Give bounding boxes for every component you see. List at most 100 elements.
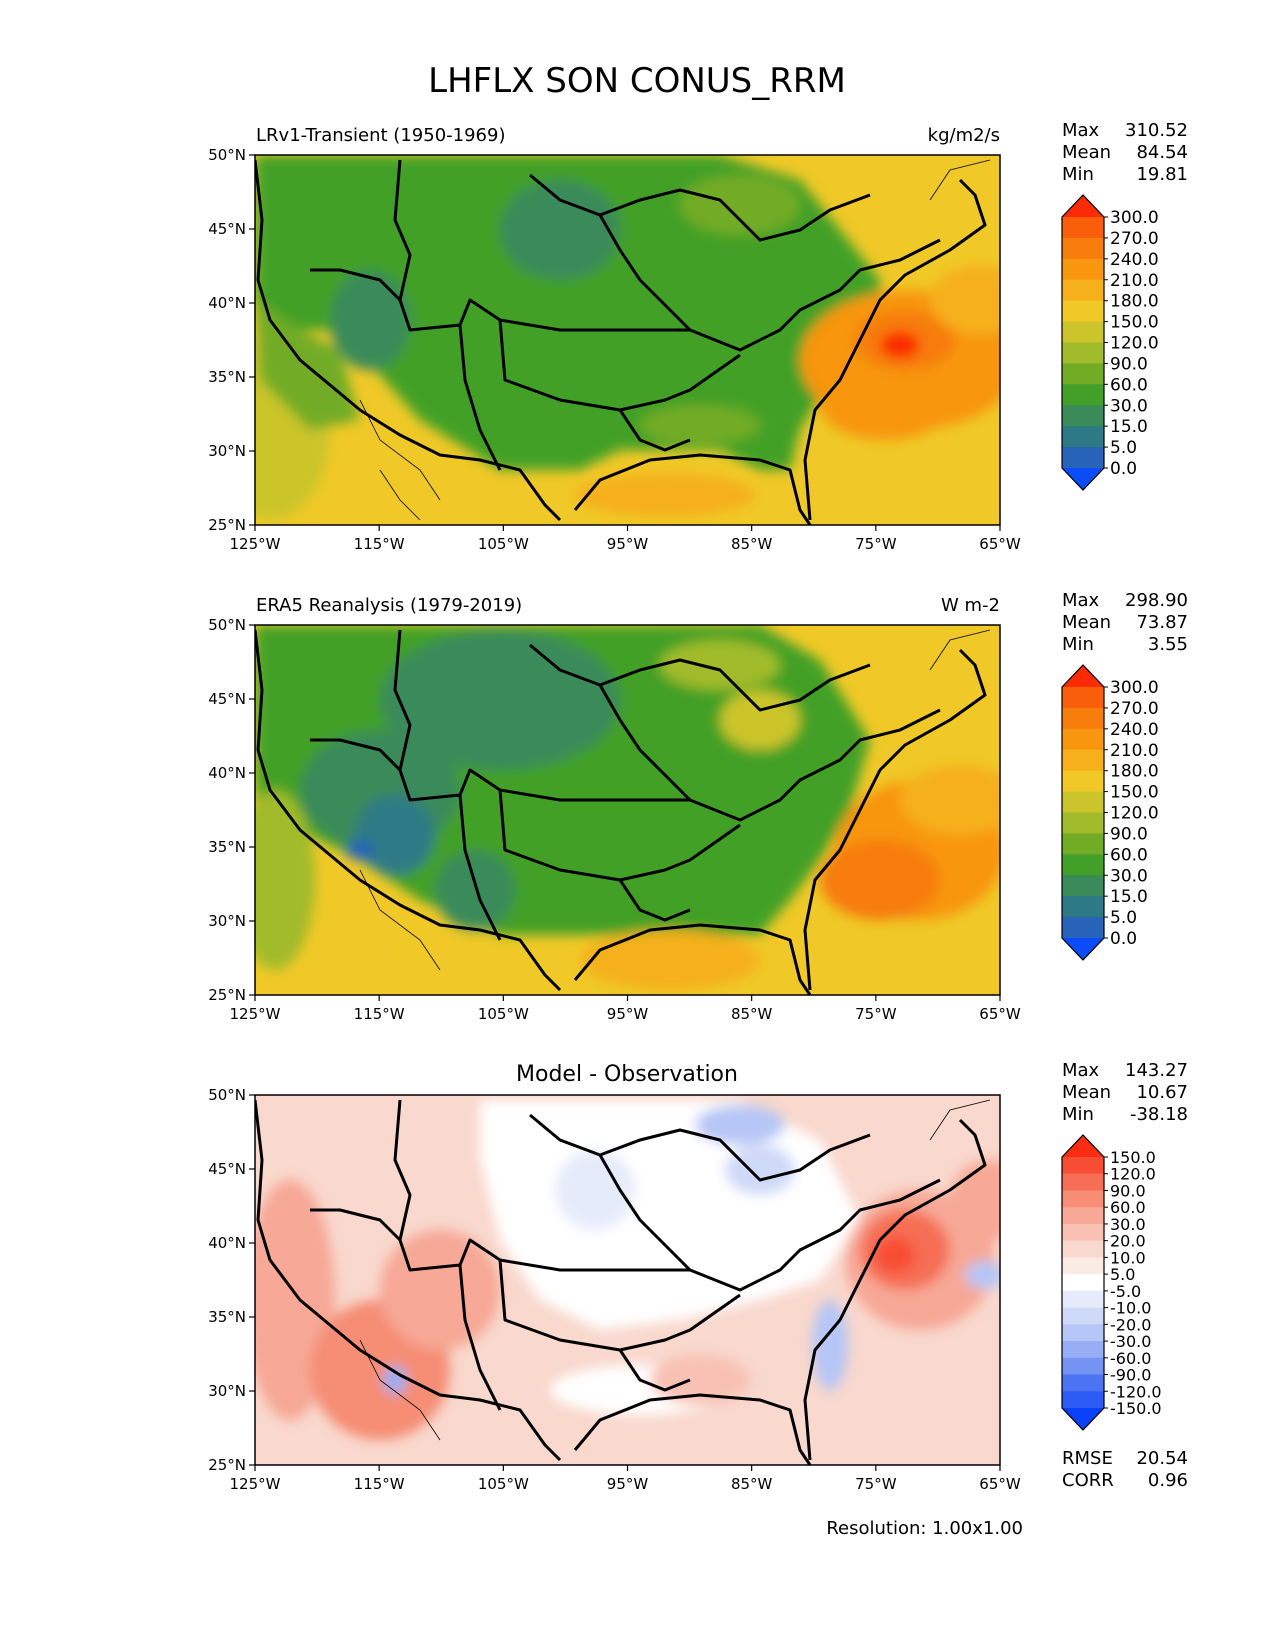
stat-label: Min [1062, 164, 1094, 185]
stat-value: -38.18 [1130, 1104, 1188, 1125]
colorbar-label: 5.0 [1110, 908, 1137, 928]
lat-tick-label: 35°N [208, 368, 246, 386]
lon-tick-label: 65°W [979, 535, 1021, 553]
stat-label: Mean [1062, 612, 1111, 633]
lat-tick-label: 45°N [208, 690, 246, 708]
stat-value: 84.54 [1136, 142, 1188, 163]
lon-tick-label: 125°W [230, 535, 281, 553]
lat-tick-label: 45°N [208, 220, 246, 238]
colorbar-segment [1062, 687, 1104, 709]
panel-left-title: ERA5 Reanalysis (1979-2019) [256, 595, 522, 616]
colorbar-label: 5.0 [1110, 1265, 1135, 1284]
stat-label: Max [1062, 120, 1100, 141]
lon-tick-label: 105°W [478, 535, 529, 553]
extra-stat-label: CORR [1062, 1470, 1114, 1491]
extra-stat-value: 20.54 [1136, 1448, 1188, 1469]
colorbar-segment [1062, 1274, 1104, 1292]
colorbar-label: 60.0 [1110, 375, 1148, 395]
colorbar-label: 270.0 [1110, 229, 1159, 249]
sidebar-model: Max 310.52 Mean 84.54 Min 19.81 300.0270.0240.… [1061, 120, 1188, 491]
lon-tick-label: 95°W [607, 1475, 649, 1493]
colorbar-extend-min [1062, 938, 1104, 960]
lon-tick-label: 85°W [731, 1475, 773, 1493]
colorbar-label: 300.0 [1110, 678, 1159, 698]
lon-tick-label: 75°W [855, 1475, 897, 1493]
colorbar-label: 60.0 [1110, 845, 1148, 865]
colorbar-extend-min [1062, 1408, 1104, 1430]
lon-tick-label: 85°W [731, 1005, 773, 1023]
lon-tick-label: 75°W [855, 535, 897, 553]
colorbar-segment [1062, 237, 1104, 260]
colorbar-label: 0.0 [1110, 459, 1137, 479]
colorbar-label: 90.0 [1110, 354, 1148, 374]
lat-tick-label: 35°N [208, 838, 246, 856]
lat-tick-label: 25°N [208, 986, 246, 1004]
extra-stat-value: 0.96 [1148, 1470, 1188, 1491]
panel-units: kg/m2/s [928, 125, 1000, 146]
stat-label: Max [1062, 1060, 1100, 1081]
colorbar-segment [1062, 1341, 1104, 1359]
colorbar-segment [1062, 917, 1104, 939]
colorbar-label: 240.0 [1110, 720, 1159, 740]
lon-tick-label: 65°W [979, 1475, 1021, 1493]
colorbar-segment [1062, 1357, 1104, 1376]
lat-tick-label: 40°N [208, 294, 246, 312]
colorbar-label: 30.0 [1110, 396, 1148, 416]
colorbar-segment [1062, 300, 1104, 323]
extra-stat-label: RMSE [1062, 1448, 1113, 1469]
colorbar-label: -120.0 [1110, 1382, 1162, 1401]
colorbar-segment [1062, 447, 1104, 469]
colorbar-segment [1062, 791, 1104, 813]
colorbar-segment [1062, 1190, 1104, 1208]
lat-tick-label: 30°N [208, 912, 246, 930]
colorbar-label: 20.0 [1110, 1232, 1146, 1251]
colorbar-extend-max [1062, 665, 1104, 687]
panel-diff: Model - Observation [254, 1062, 1001, 1466]
colorbar-segment [1062, 833, 1104, 855]
colorbar-segment [1062, 1374, 1104, 1392]
colorbar-label: -150.0 [1110, 1399, 1162, 1418]
colorbar-label: -20.0 [1110, 1315, 1151, 1334]
colorbar-label: -10.0 [1110, 1299, 1151, 1318]
colorbar-segment [1062, 217, 1104, 239]
colorbar-segment [1062, 1290, 1104, 1309]
colorbar-segment [1062, 426, 1104, 448]
colorbar-segment [1062, 1157, 1104, 1175]
lon-tick-label: 85°W [731, 535, 773, 553]
stat-label: Mean [1062, 1082, 1111, 1103]
lat-tick-label: 50°N [208, 146, 246, 164]
resolution-label: Resolution: 1.00x1.00 [826, 1518, 1023, 1539]
stat-value: 10.67 [1136, 1082, 1188, 1103]
lon-tick-label: 125°W [230, 1475, 281, 1493]
lon-tick-label: 115°W [354, 535, 405, 553]
colorbar-label: 180.0 [1110, 762, 1159, 782]
colorbar-segment [1062, 1324, 1104, 1342]
colorbar-label: 210.0 [1110, 741, 1159, 761]
lon-tick-label: 115°W [354, 1475, 405, 1493]
colorbar-segment [1062, 875, 1104, 897]
panel-left-title: LRv1-Transient (1950-1969) [256, 125, 505, 146]
lat-tick-label: 30°N [208, 442, 246, 460]
colorbar-segment [1062, 1207, 1104, 1225]
map-field [255, 1095, 1000, 1465]
lat-tick-label: 50°N [208, 616, 246, 634]
lat-tick-label: 25°N [208, 1456, 246, 1474]
stat-value: 310.52 [1125, 120, 1188, 141]
stat-label: Min [1062, 634, 1094, 655]
lat-tick-label: 25°N [208, 516, 246, 534]
lat-tick-label: 35°N [208, 1308, 246, 1326]
colorbar-segment [1062, 258, 1104, 281]
colorbar-segment [1062, 854, 1104, 876]
colorbar-segment [1062, 749, 1104, 772]
colorbar-segment [1062, 896, 1104, 918]
colorbar-segment [1062, 728, 1104, 751]
colorbar-label: 150.0 [1110, 313, 1159, 333]
lon-tick-label: 95°W [607, 1005, 649, 1023]
lat-tick-label: 30°N [208, 1382, 246, 1400]
colorbar-segment [1062, 812, 1104, 834]
colorbar-label: 10.0 [1110, 1248, 1146, 1267]
panel-obs: ERA5 Reanalysis (1979-2019) W m-2 [254, 595, 1001, 996]
colorbar-label: 15.0 [1110, 887, 1148, 907]
panel-model: LRv1-Transient (1950-1969) kg/m2/s [254, 125, 1001, 526]
